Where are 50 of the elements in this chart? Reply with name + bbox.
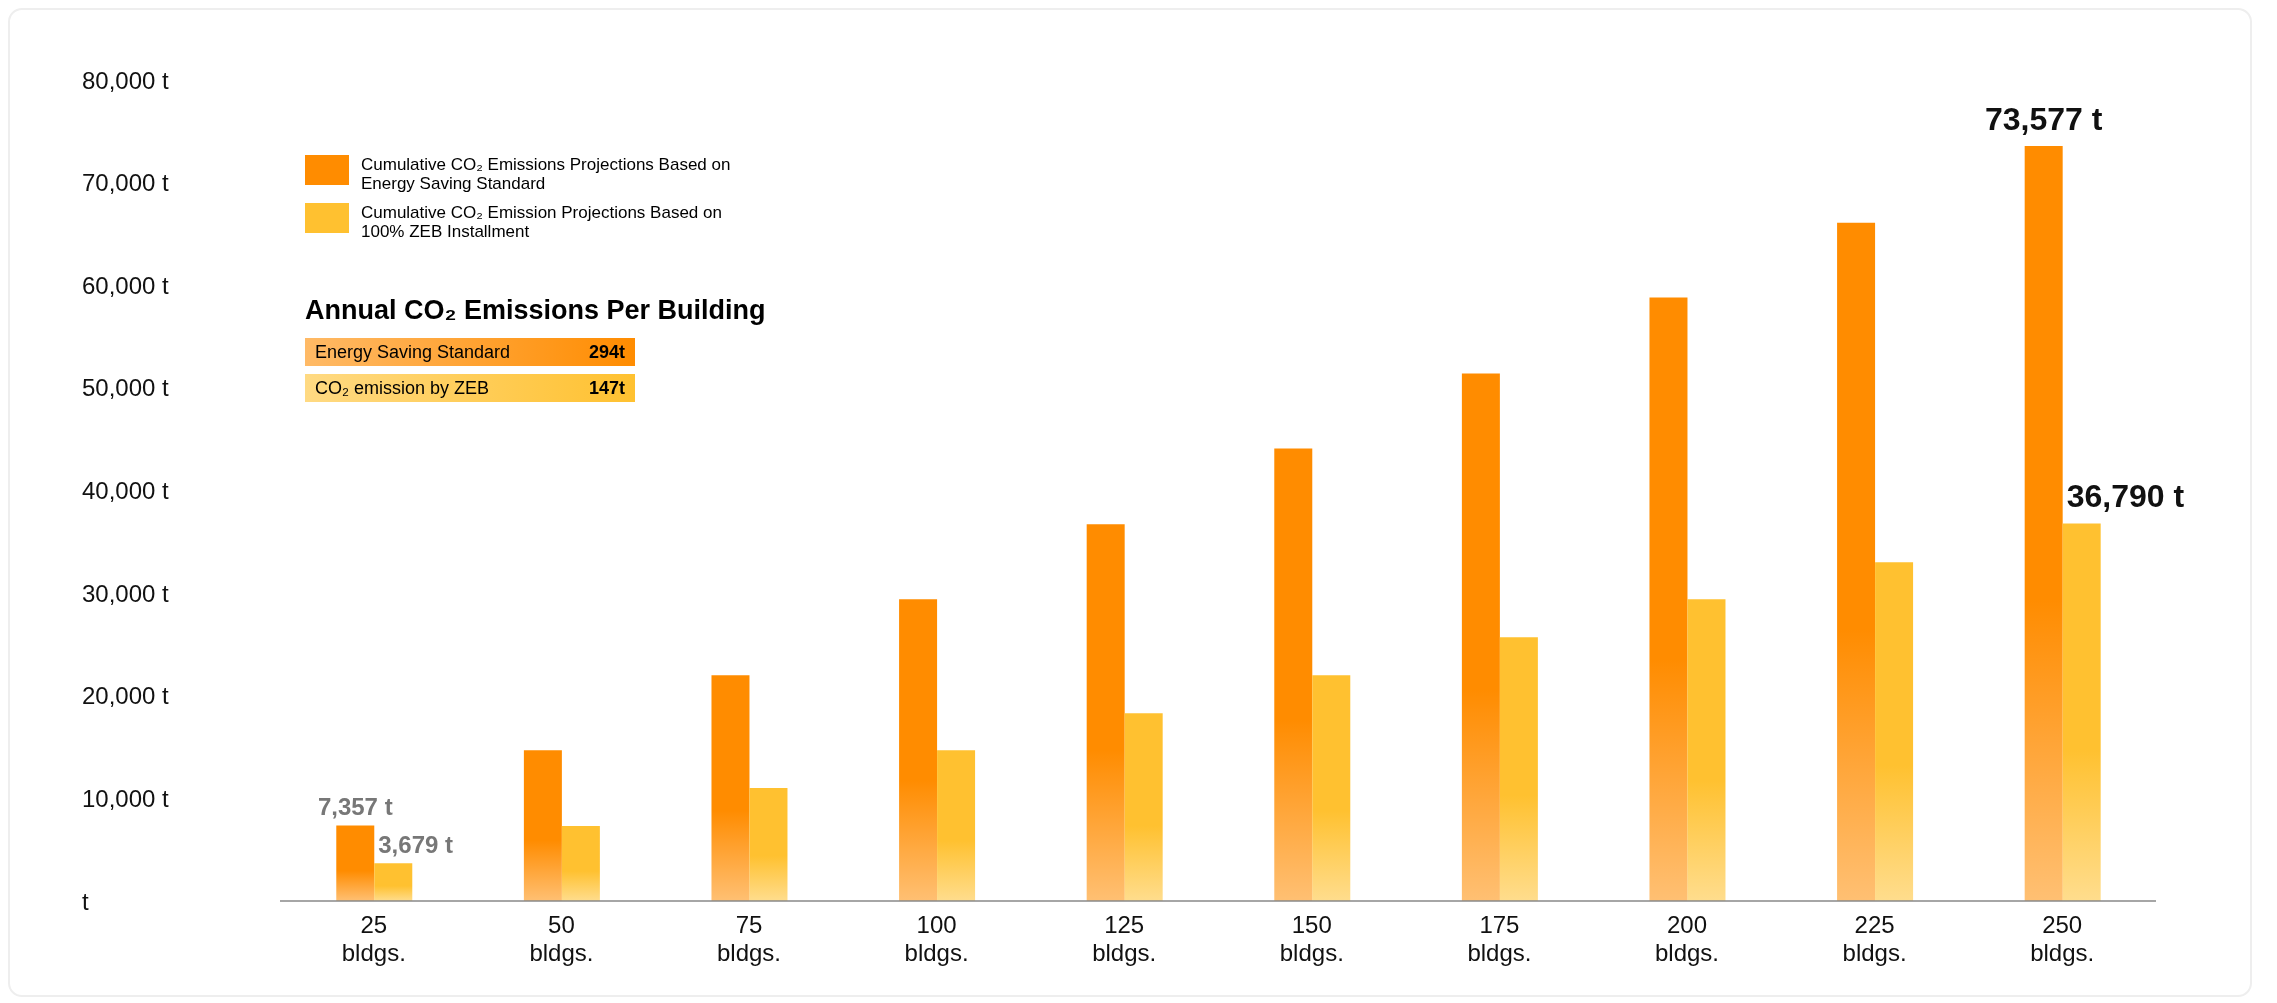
x-tick-label: 225 bldgs.: [1842, 911, 1907, 966]
y-tick-label: 20,000 t: [82, 682, 170, 710]
x-tick-label: 200 bldgs.: [1654, 911, 1720, 966]
x-tick-label: 50 bldgs.: [529, 911, 594, 966]
bar: [2062, 523, 2101, 901]
bar: [374, 863, 413, 901]
data-label: 3,679 t: [378, 831, 454, 859]
x-tick-label: 25 bldgs.: [341, 911, 406, 966]
data-label: 36,790 t: [2066, 478, 2185, 515]
bar: [1837, 222, 1876, 901]
annotation: Annual CO₂ Emissions Per Building: [305, 295, 766, 326]
bar: [1124, 713, 1163, 901]
x-tick-label: 175 bldgs.: [1467, 911, 1532, 966]
bar: [1274, 448, 1313, 901]
y-tick-label: t: [82, 887, 89, 915]
annotation: 147t: [588, 377, 626, 399]
bar: [561, 826, 600, 901]
data-label: 73,577 t: [1984, 100, 2103, 137]
bar: [937, 750, 976, 901]
bar: [899, 599, 938, 901]
y-tick-label: 40,000 t: [82, 477, 170, 505]
bar: [1499, 637, 1538, 901]
legend-label: Cumulative CO₂ Emissions Projections Based on Energy Saving Standard: [361, 155, 732, 193]
x-tick-label: 75 bldgs.: [716, 911, 782, 966]
bar: [711, 675, 750, 901]
bar: [1312, 675, 1351, 901]
y-tick-label: 80,000 t: [82, 66, 170, 94]
y-tick-label: 30,000 t: [82, 579, 170, 607]
y-tick-label: 70,000 t: [82, 169, 170, 197]
x-tick-label: 100 bldgs.: [904, 911, 969, 966]
bar: [1875, 562, 1914, 901]
y-tick-label: 50,000 t: [82, 374, 170, 402]
annotation: CO₂ emission by ZEB: [314, 377, 491, 399]
bar: [1649, 297, 1688, 901]
bar: [336, 825, 375, 901]
annotation: 294t: [588, 341, 626, 363]
y-tick-label: 60,000 t: [82, 271, 170, 299]
bar: [2024, 145, 2063, 901]
bar: [749, 788, 788, 901]
data-label: 7,357 t: [317, 793, 393, 821]
bar: [1461, 373, 1500, 901]
x-tick-label: 125 bldgs.: [1092, 911, 1157, 966]
bar: [1687, 599, 1726, 901]
x-tick-label: 250 bldgs.: [2030, 911, 2095, 966]
bar: [523, 750, 562, 901]
legend-label: Cumulative CO₂ Emission Projections Based on 100% ZEB Installment: [361, 203, 723, 241]
annotation: Energy Saving Standard: [314, 341, 512, 363]
y-tick-label: 10,000 t: [82, 784, 170, 812]
bar: [1086, 524, 1125, 901]
x-tick-label: 150 bldgs.: [1279, 911, 1344, 966]
